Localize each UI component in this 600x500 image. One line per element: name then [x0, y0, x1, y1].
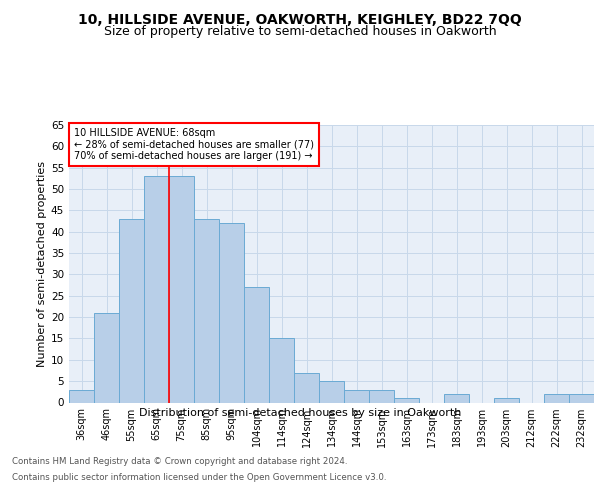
- Bar: [269, 338, 294, 402]
- Text: Size of property relative to semi-detached houses in Oakworth: Size of property relative to semi-detach…: [104, 25, 496, 38]
- Bar: [494, 398, 519, 402]
- Bar: [544, 394, 569, 402]
- Bar: [444, 394, 469, 402]
- Text: Distribution of semi-detached houses by size in Oakworth: Distribution of semi-detached houses by …: [139, 408, 461, 418]
- Text: 10, HILLSIDE AVENUE, OAKWORTH, KEIGHLEY, BD22 7QQ: 10, HILLSIDE AVENUE, OAKWORTH, KEIGHLEY,…: [78, 12, 522, 26]
- Bar: [219, 223, 244, 402]
- Bar: [344, 390, 369, 402]
- Bar: [569, 394, 594, 402]
- Bar: [69, 390, 94, 402]
- Bar: [144, 176, 169, 402]
- Text: Contains public sector information licensed under the Open Government Licence v3: Contains public sector information licen…: [12, 472, 386, 482]
- Text: 10 HILLSIDE AVENUE: 68sqm
← 28% of semi-detached houses are smaller (77)
70% of : 10 HILLSIDE AVENUE: 68sqm ← 28% of semi-…: [74, 128, 314, 161]
- Bar: [194, 219, 219, 402]
- Text: Contains HM Land Registry data © Crown copyright and database right 2024.: Contains HM Land Registry data © Crown c…: [12, 458, 347, 466]
- Bar: [244, 287, 269, 403]
- Bar: [294, 372, 319, 402]
- Bar: [119, 219, 144, 402]
- Bar: [94, 313, 119, 402]
- Bar: [369, 390, 394, 402]
- Bar: [394, 398, 419, 402]
- Bar: [169, 176, 194, 402]
- Bar: [319, 381, 344, 402]
- Y-axis label: Number of semi-detached properties: Number of semi-detached properties: [37, 161, 47, 367]
